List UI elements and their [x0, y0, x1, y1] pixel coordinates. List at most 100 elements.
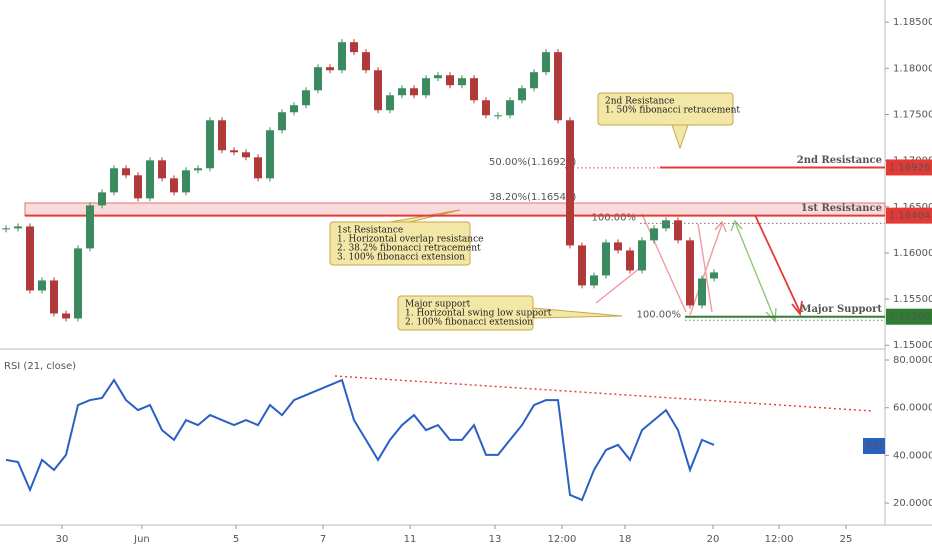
- candle: [374, 70, 382, 111]
- candle: [686, 240, 694, 306]
- candle: [218, 120, 226, 151]
- candle: [626, 250, 634, 271]
- candle: [158, 160, 166, 179]
- candle: [350, 42, 358, 53]
- candle: [446, 75, 454, 86]
- candle: [182, 170, 190, 193]
- callout-text: 3. 100% fibonacci extension: [337, 253, 465, 263]
- candle: [434, 75, 442, 79]
- callout-pointer: [671, 124, 689, 150]
- rsi-label: RSI (21, close): [4, 361, 76, 372]
- candle: [38, 280, 46, 291]
- callout-text: 2. 38.2% fibonacci retracement: [337, 244, 481, 254]
- callout-text: 2nd Resistance: [605, 97, 675, 107]
- candle: [458, 78, 466, 86]
- candle: [290, 105, 298, 113]
- candle: [566, 120, 574, 246]
- candle: [710, 272, 718, 279]
- arrows: [334, 213, 873, 412]
- candle: [302, 90, 310, 106]
- candle: [254, 157, 262, 179]
- candle: [2, 228, 10, 230]
- candle: [482, 100, 490, 116]
- candle: [542, 52, 550, 73]
- callout-box: [329, 221, 471, 266]
- candle: [26, 226, 34, 291]
- y-tick-label: 1.16500: [893, 202, 932, 213]
- y-tick-label: 1.18000: [893, 63, 932, 74]
- y2-tick-label: 60.0000: [893, 403, 932, 414]
- candle: [410, 88, 418, 96]
- price-tag: [886, 207, 932, 224]
- candle: [506, 100, 514, 116]
- callout-text: 1. Horizontal swing low support: [405, 309, 552, 319]
- candle: [230, 150, 238, 153]
- candle: [266, 130, 274, 179]
- callout-text: 2. 100% fibonacci extension: [405, 318, 533, 328]
- candle: [554, 52, 562, 121]
- candle: [470, 78, 478, 101]
- rsi-line: [5, 378, 715, 502]
- candle: [422, 78, 430, 96]
- callout-box: [597, 92, 734, 126]
- x-tick-label: 13: [489, 534, 502, 545]
- price-tag: [886, 308, 932, 325]
- price-tag-label: 1.15309: [889, 312, 930, 323]
- x-tick-label: 12:00: [548, 534, 577, 545]
- candle: [494, 115, 502, 117]
- candle: [386, 95, 394, 111]
- candle: [122, 168, 130, 176]
- candle: [326, 67, 334, 71]
- candle: [314, 67, 322, 91]
- candle: [578, 245, 586, 286]
- x-tick-label: Jun: [133, 534, 150, 545]
- candle: [110, 168, 118, 193]
- candle: [338, 42, 346, 71]
- price-tag-label: 1.16926: [889, 162, 930, 173]
- x-tick-label: 18: [619, 534, 632, 545]
- candle: [206, 120, 214, 169]
- fib-label: 50.00%(1.16921): [489, 157, 576, 168]
- candle: [62, 313, 70, 319]
- x-tick-label: 30: [56, 534, 69, 545]
- candle: [86, 205, 94, 249]
- x-tick-label: 11: [404, 534, 417, 545]
- candle: [590, 275, 598, 286]
- callout-text: 1st Resistance: [337, 226, 403, 236]
- candle: [146, 160, 154, 199]
- candle: [74, 248, 82, 319]
- candle: [278, 112, 286, 131]
- rsi-tag: RSI: [866, 441, 882, 452]
- level-name: 1st Resistance: [801, 203, 882, 214]
- candle: [602, 242, 610, 276]
- price-tag-label: 1.16404: [889, 211, 930, 222]
- candle: [170, 178, 178, 193]
- level-name: Major Support: [800, 304, 882, 315]
- candle: [98, 192, 106, 206]
- candle: [674, 220, 682, 241]
- x-tick-label: 20: [707, 534, 720, 545]
- fib-label: 38.20%(1.16541): [489, 192, 576, 203]
- callout-box: [397, 295, 534, 331]
- y-tick-label: 1.15000: [893, 340, 932, 351]
- resistance-band: [24, 202, 886, 217]
- y-tick-label: 1.15500: [893, 294, 932, 305]
- candle: [530, 72, 538, 89]
- x-tick-label: 5: [233, 534, 239, 545]
- price-tag: [886, 159, 932, 176]
- y-tick-label: 1.17500: [893, 109, 932, 120]
- y-tick-label: 1.16000: [893, 248, 932, 259]
- candle: [362, 52, 370, 71]
- candle: [518, 88, 526, 101]
- callout-text: Major support: [405, 300, 471, 310]
- candle: [698, 278, 706, 306]
- y2-tick-label: 20.0000: [893, 498, 932, 509]
- callout-text: 1. Horizontal overlap resistance: [337, 235, 483, 245]
- candle: [650, 228, 658, 241]
- fib-label: 100.00%: [637, 309, 682, 320]
- candle: [134, 175, 142, 199]
- candle: [398, 88, 406, 96]
- candle: [242, 152, 250, 158]
